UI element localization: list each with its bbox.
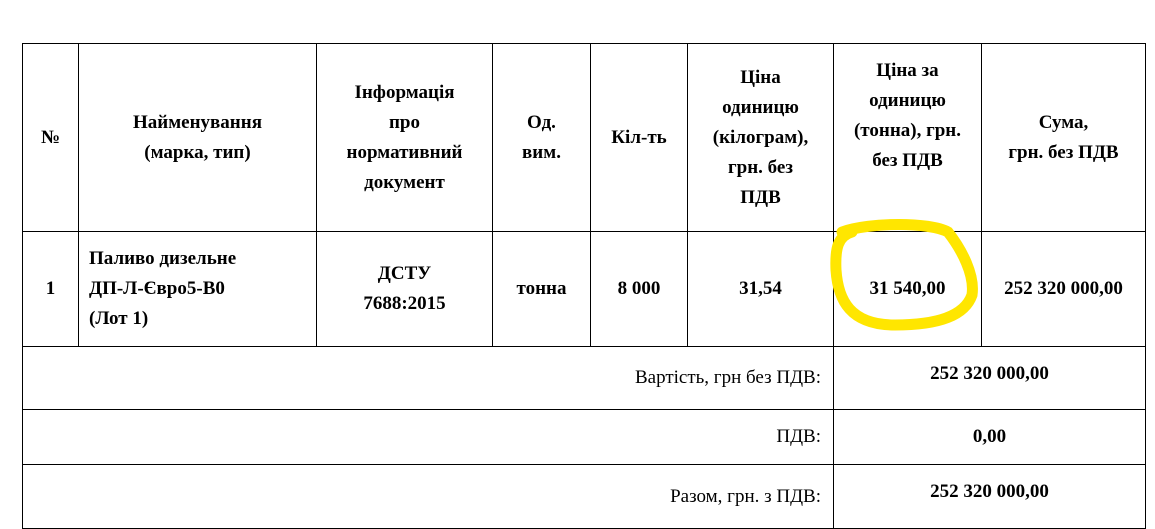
cell-unit: тонна: [492, 231, 591, 347]
price-table: № Найменування (марка, тип) Інформація про…: [22, 43, 1146, 529]
header-price-kg: Ціна одиницю (кілограм), грн. без ПДВ: [687, 43, 834, 232]
table-row: 1 Паливо дизельне ДП-Л-Євро5-В0 (Лот 1) ДС…: [22, 231, 1146, 347]
header-row: № Найменування (марка, тип) Інформація про…: [22, 43, 1146, 232]
cell-doc: ДСТУ 7688:2015: [316, 231, 493, 347]
header-sum: Сума, грн. без ПДВ: [981, 43, 1146, 232]
header-no: №: [22, 43, 79, 232]
cell-sum: 252 320 000,00: [981, 231, 1146, 347]
header-doc: Інформація про нормативний документ: [316, 43, 493, 232]
summary-value: 252 320 000,00: [833, 346, 1146, 410]
summary-value: 0,00: [833, 409, 1146, 465]
cell-price-t: 31 540,00: [833, 231, 982, 347]
summary-row: ПДВ: 0,00: [22, 409, 1146, 465]
header-name: Найменування (марка, тип): [78, 43, 317, 232]
header-unit: Од. вим.: [492, 43, 591, 232]
header-price-t: Ціна за одиницю (тонна), грн. без ПДВ: [833, 43, 982, 232]
summary-label: Вартість, грн без ПДВ:: [22, 346, 834, 410]
cell-qty: 8 000: [590, 231, 688, 347]
summary-value: 252 320 000,00: [833, 464, 1146, 529]
summary-row: Разом, грн. з ПДВ: 252 320 000,00: [22, 464, 1146, 529]
cell-name: Паливо дизельне ДП-Л-Євро5-В0 (Лот 1): [78, 231, 317, 347]
summary-label: ПДВ:: [22, 409, 834, 465]
summary-row: Вартість, грн без ПДВ: 252 320 000,00: [22, 346, 1146, 410]
cell-no: 1: [22, 231, 79, 347]
header-qty: Кіл-ть: [590, 43, 688, 232]
cell-price-kg: 31,54: [687, 231, 834, 347]
summary-label: Разом, грн. з ПДВ:: [22, 464, 834, 529]
